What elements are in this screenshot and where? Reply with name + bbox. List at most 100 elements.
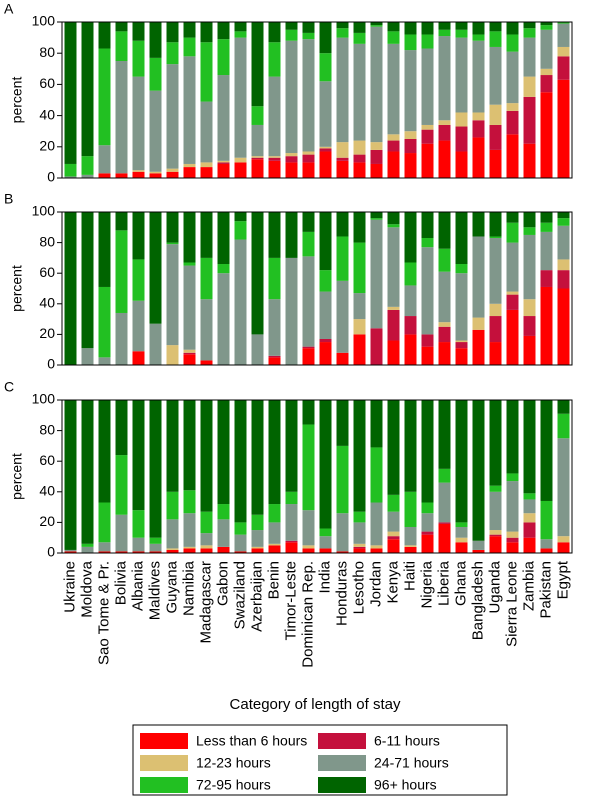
bar-segment bbox=[336, 160, 349, 178]
bar-segment bbox=[302, 256, 315, 347]
bar-segment bbox=[438, 120, 451, 125]
bar-segment bbox=[98, 48, 111, 146]
bar-segment bbox=[557, 56, 570, 80]
bar-segment bbox=[438, 140, 451, 178]
bar-segment bbox=[149, 212, 162, 324]
bar-segment bbox=[404, 545, 417, 547]
y-tick-label: 100 bbox=[32, 391, 56, 407]
bar-segment bbox=[183, 212, 196, 263]
bar-segment bbox=[523, 96, 536, 144]
bar-segment bbox=[370, 142, 383, 150]
x-tick-label: Ukraine bbox=[61, 561, 78, 613]
bar-segment bbox=[149, 543, 162, 552]
bar-segment bbox=[472, 236, 485, 318]
bar-segment bbox=[251, 212, 264, 335]
bar-segment bbox=[455, 400, 468, 523]
bar-segment bbox=[438, 248, 451, 272]
bar-segment bbox=[268, 357, 281, 365]
bar-segment bbox=[370, 149, 383, 164]
bar-segment bbox=[268, 76, 281, 157]
bar-segment bbox=[540, 222, 553, 232]
bar-segment bbox=[455, 264, 468, 274]
bar-segment bbox=[166, 212, 179, 243]
bar-segment bbox=[523, 227, 536, 235]
bar-segment bbox=[302, 424, 315, 511]
bar-segment bbox=[455, 126, 468, 152]
bar-segment bbox=[370, 219, 383, 329]
bar-segment bbox=[98, 22, 111, 49]
bar-segment bbox=[387, 31, 400, 44]
bar-segment bbox=[217, 75, 230, 161]
bar-segment bbox=[336, 28, 349, 38]
bar-segment bbox=[183, 262, 196, 266]
bar-segment bbox=[353, 546, 366, 549]
bar-segment bbox=[302, 400, 315, 425]
y-tick-label: 100 bbox=[32, 13, 56, 29]
x-tick-label: Gabon bbox=[214, 561, 231, 606]
bar-segment bbox=[540, 548, 553, 553]
bar-segment bbox=[387, 531, 400, 537]
bar-segment bbox=[251, 530, 264, 547]
bar-segment bbox=[217, 163, 230, 178]
bar-segment bbox=[81, 400, 94, 544]
bar-segment bbox=[302, 22, 315, 33]
bar-segment bbox=[489, 485, 502, 492]
bar-segment bbox=[421, 247, 434, 335]
bar-segment bbox=[370, 25, 383, 27]
bar-segment bbox=[489, 238, 502, 304]
bar-segment bbox=[98, 357, 111, 365]
bar-segment bbox=[132, 537, 145, 552]
bar-segment bbox=[183, 513, 196, 547]
bar-segment bbox=[200, 360, 213, 365]
bar-segment bbox=[489, 536, 502, 553]
bar-segment bbox=[98, 502, 111, 543]
bar-segment bbox=[81, 156, 94, 175]
bar-segment bbox=[557, 23, 570, 47]
bar-segment bbox=[234, 212, 247, 222]
bar-segment bbox=[506, 222, 519, 243]
bar-segment bbox=[285, 491, 298, 505]
bar-segment bbox=[217, 160, 230, 163]
bar-segment bbox=[506, 212, 519, 223]
bar-segment bbox=[302, 39, 315, 152]
bar-segment bbox=[81, 543, 94, 547]
bar-segment bbox=[336, 212, 349, 237]
bar-segment bbox=[489, 303, 502, 317]
panel-label: C bbox=[4, 379, 14, 395]
bar-segment bbox=[200, 548, 213, 553]
y-tick-label: 20 bbox=[39, 138, 55, 154]
bar-segment bbox=[132, 400, 145, 511]
legend-label: Less than 6 hours bbox=[196, 733, 307, 749]
bar-segment bbox=[370, 218, 383, 220]
bar-segment bbox=[387, 400, 400, 495]
legend-swatch bbox=[318, 777, 366, 793]
bar-segment bbox=[523, 37, 536, 77]
bar-segment bbox=[285, 212, 298, 258]
bar-segment bbox=[421, 34, 434, 49]
bar-segment bbox=[234, 162, 247, 178]
bar-segment bbox=[251, 106, 264, 125]
bar-segment bbox=[557, 542, 570, 553]
bar-segment bbox=[557, 46, 570, 57]
bar-segment bbox=[183, 22, 196, 38]
x-tick-label: Pakistan bbox=[537, 561, 554, 619]
bar-segment bbox=[302, 32, 315, 40]
bar-segment bbox=[251, 400, 264, 515]
bar-segment bbox=[353, 334, 366, 365]
bar-segment bbox=[98, 400, 111, 503]
bar-segment bbox=[200, 257, 213, 300]
panel-label: B bbox=[4, 191, 13, 207]
bar-segment bbox=[557, 438, 570, 537]
y-tick-label: 20 bbox=[39, 325, 55, 341]
bar-segment bbox=[387, 134, 400, 141]
y-tick-label: 100 bbox=[32, 203, 56, 219]
bar-segment bbox=[217, 519, 230, 547]
bar-segment bbox=[557, 212, 570, 219]
bar-segment bbox=[489, 31, 502, 47]
bar-segment bbox=[540, 212, 553, 223]
bar-segment bbox=[421, 502, 434, 514]
bar-segment bbox=[183, 37, 196, 57]
bar-segment bbox=[132, 551, 145, 553]
bar-segment bbox=[81, 546, 94, 553]
bar-segment bbox=[149, 400, 162, 538]
